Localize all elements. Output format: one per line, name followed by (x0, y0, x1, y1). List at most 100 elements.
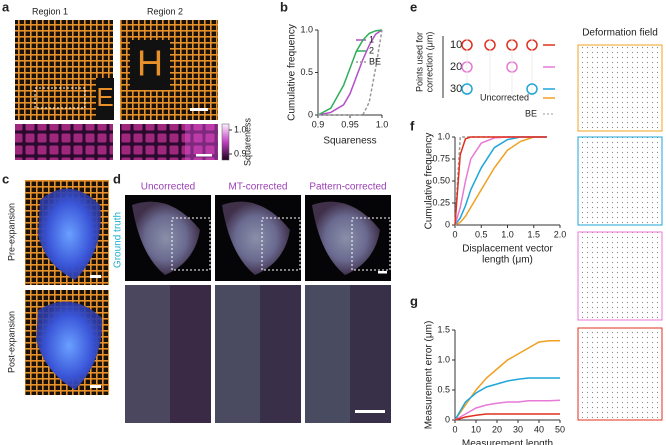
data-line (454, 413, 560, 421)
row-label: Ground truth (113, 212, 124, 268)
y-tick-label: 0 (308, 109, 313, 119)
y-tick-label: 1.0 (437, 131, 450, 141)
y-axis-label: Cumulative frequency (424, 133, 435, 230)
x-tick-label: 0.95 (341, 119, 359, 129)
sample-point (461, 83, 473, 95)
y-tick-label: 1.0 (300, 24, 313, 34)
pattern-letter: H (137, 43, 163, 84)
column-header: Uncorrected (141, 182, 195, 193)
row-label: 20 (450, 61, 462, 73)
cell (38, 188, 101, 280)
image-header: Region 1 (32, 6, 68, 16)
y-tick-label: 0.25 (432, 197, 450, 207)
legend-label: 2 (369, 45, 374, 55)
deformation-map (577, 136, 663, 226)
x-tick-label: 0.5 (475, 229, 488, 239)
data-line (454, 399, 561, 421)
x-axis-label: Squareness (323, 136, 376, 147)
x-tick-label: 0 (452, 229, 457, 239)
panel-label: a (2, 0, 10, 14)
scale-bar (90, 275, 101, 278)
y-tick-label: 0.50 (432, 175, 450, 185)
cell (132, 201, 200, 275)
sample-point (526, 83, 538, 95)
image (305, 285, 391, 423)
texture (305, 285, 350, 423)
data-line (454, 136, 547, 226)
panel-label: d (113, 171, 121, 186)
cell (36, 301, 103, 390)
colorbar-tick-label: 0.9 (234, 148, 247, 158)
y-tick-label: 0.75 (432, 153, 450, 163)
x-tick-label: 0.9 (312, 119, 325, 129)
legend-label: BE (369, 56, 381, 66)
axis-label: correction (μm) (424, 32, 434, 93)
x-tick-label: 1.0 (376, 119, 389, 129)
x-tick-label: 1.0 (501, 229, 514, 239)
panel-label: g (410, 293, 418, 308)
x-axis-label: length (μm) (482, 255, 533, 266)
texture (215, 285, 260, 423)
roi (34, 87, 86, 109)
x-axis-label: Measurement length (462, 439, 553, 445)
column-header: Pattern-corrected (309, 182, 386, 193)
image-header: Region 2 (147, 6, 183, 16)
data-line (318, 29, 383, 116)
row-label: 30 (450, 83, 462, 95)
colorbar-label: Squareness (242, 117, 252, 166)
colorbar-tick-label: 1.0 (234, 124, 247, 134)
legend-label: 1 (369, 34, 374, 44)
row-label: Pre-expansion (6, 203, 16, 261)
x-tick-label: 0 (452, 424, 457, 434)
row-label: 10 (450, 39, 462, 51)
roi (261, 217, 301, 271)
x-tick-label: 50 (555, 424, 565, 434)
data-line (454, 340, 560, 421)
panel-label: b (280, 0, 288, 14)
scale-bar (196, 154, 212, 157)
letter-block (130, 40, 170, 90)
legend-label: Uncorrected (480, 92, 529, 102)
roi (351, 217, 391, 271)
pattern-letter: E (96, 82, 113, 112)
y-tick-label: 0 (445, 414, 450, 424)
image-grid (125, 195, 391, 423)
y-axis-label: Cumulative frequency (287, 24, 298, 121)
y-tick-label: 0.5 (437, 384, 450, 394)
scale-bar (378, 271, 387, 274)
x-tick-label: 2.0 (554, 229, 567, 239)
x-tick-label: 1.5 (527, 229, 540, 239)
cell (312, 201, 380, 275)
cell (222, 201, 290, 275)
x-tick-label: 20 (492, 424, 502, 434)
scale-bar (190, 108, 208, 111)
image (125, 285, 211, 423)
y-tick-label: 0 (445, 219, 450, 229)
y-axis-label: Measurement error (μm) (424, 321, 435, 430)
panel-label: e (410, 0, 417, 14)
panel-label: c (2, 171, 9, 186)
deformation-map (577, 231, 663, 321)
data-line (317, 29, 383, 116)
deformation-map (577, 327, 663, 421)
image (215, 285, 301, 423)
x-axis-label: Displacement vector (462, 244, 553, 255)
texture (125, 285, 170, 423)
legend-label: BE (525, 108, 537, 118)
data-line (454, 136, 547, 226)
roi (171, 217, 211, 271)
x-tick-label: 10 (471, 424, 481, 434)
deformation-map (577, 44, 663, 132)
x-tick-label: 40 (534, 424, 544, 434)
x-tick-label: 30 (513, 424, 523, 434)
column-header: MT-corrected (229, 182, 288, 193)
scale-bar (90, 385, 101, 388)
data-line (454, 377, 560, 421)
row-label: Post-expansion (6, 311, 16, 373)
y-tick-label: 1.5 (437, 324, 450, 334)
scale-bar (355, 410, 385, 413)
letter-block (96, 78, 114, 120)
panel-label: f (410, 118, 415, 133)
y-tick-label: 1.0 (437, 354, 450, 364)
